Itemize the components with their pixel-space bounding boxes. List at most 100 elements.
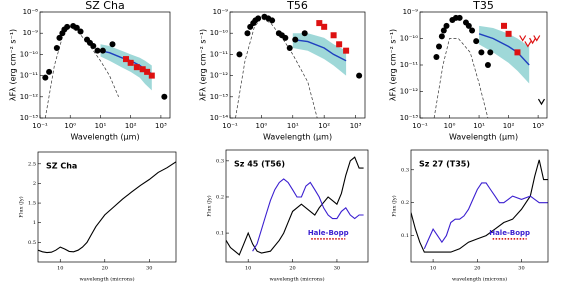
data-square <box>501 22 508 29</box>
panel: 10 20 30 0.1 0.2 0.3 Sz 27 (T35) wavelength (mi… <box>391 149 549 283</box>
data-point <box>56 34 63 41</box>
data-square <box>144 68 151 75</box>
y-axis-label: Flux (Jy) <box>206 195 213 216</box>
y-tick-label: 10⁻¹¹ <box>20 72 38 80</box>
data-point <box>438 33 445 40</box>
x-axis-label: wavelength (microns) <box>269 276 324 283</box>
y-tick-label: 10⁻⁹ <box>213 8 229 16</box>
y-tick-label: 2.5 <box>28 161 36 167</box>
chart-title: Sz 45 (T56) <box>234 160 285 169</box>
x-axis-label: Wavelength (μm) <box>70 133 139 142</box>
x-tick-label: 10³ <box>155 122 167 130</box>
x-tick-label: 10⁰ <box>444 122 456 130</box>
plot-frame <box>419 11 548 119</box>
data-point <box>484 62 491 68</box>
y-tick-label: 0.3 <box>401 167 409 173</box>
plot-frame <box>39 11 171 119</box>
y-tick-label: 10⁻⁸ <box>23 8 39 16</box>
panel: 10 20 30 0.1 0.2 0.3 Sz 45 (T56) wavelength (mi… <box>206 149 369 283</box>
y-axis-label: λFλ (erg cm⁻² s⁻¹) <box>9 29 18 101</box>
plot-frame <box>229 11 366 119</box>
data-point <box>269 17 276 24</box>
uncertainty-band <box>100 44 152 91</box>
y-tick-label: 10⁻¹² <box>210 72 228 80</box>
upper-limit <box>533 35 541 42</box>
data-point <box>478 49 485 56</box>
x-tick-label: 10⁻¹ <box>412 122 428 130</box>
y-tick-label: 0.3 <box>216 158 224 164</box>
x-axis-label: wavelength (microns) <box>452 276 507 283</box>
data-point <box>236 51 243 58</box>
data-point <box>46 68 53 75</box>
data-point <box>469 27 476 34</box>
y-tick-label: 0.2 <box>216 194 224 200</box>
y-tick-label: 10⁻¹⁰ <box>210 29 228 37</box>
annotation: Hale-Bopp <box>308 229 349 237</box>
chart-title: SZ Cha <box>85 0 124 12</box>
x-tick-label: 10³ <box>532 122 544 130</box>
data-square <box>514 49 521 56</box>
data-point <box>473 38 480 45</box>
data-point <box>77 28 84 35</box>
uncertainty-band <box>292 33 347 76</box>
upper-limit <box>537 98 545 106</box>
y-tick-label: 10⁻¹³ <box>20 114 38 122</box>
model-line <box>478 33 530 66</box>
model-line <box>411 159 548 253</box>
y-tick-label: 10⁻⁹ <box>403 8 419 16</box>
data-point <box>255 15 262 22</box>
data-point <box>301 30 308 37</box>
y-tick-label: 0.1 <box>401 233 409 239</box>
data-point <box>282 34 289 41</box>
y-tick-label: 0.1 <box>216 231 224 237</box>
panel: 10⁻¹ 10⁰ 10¹ 10² 10³ 10⁻¹³ 10⁻¹² 10⁻¹¹ 10⁻¹⁰ 10⁻⁹… <box>389 0 548 142</box>
panel: 10⁻¹ 10⁰ 10¹ 10² 10³ 10⁻¹³ 10⁻¹² 10⁻¹¹ 10⁻¹⁰ 10⁻⁹… <box>9 0 171 142</box>
x-tick-label: 10² <box>318 122 330 130</box>
data-square <box>321 23 328 30</box>
y-tick-label: 10⁻¹⁴ <box>210 114 228 122</box>
x-tick-label: 10¹ <box>287 122 299 130</box>
y-tick-label: 10⁻⁹ <box>23 29 39 37</box>
y-tick-label: 1.5 <box>28 201 36 207</box>
x-tick-label: 20 <box>289 266 295 272</box>
y-axis-label: λFλ (erg cm⁻² s⁻¹) <box>389 29 398 101</box>
x-tick-label: 10⁰ <box>256 122 268 130</box>
data-square <box>148 72 155 79</box>
y-axis-label: λFλ (erg cm⁻² s⁻¹) <box>199 29 208 101</box>
data-point <box>356 72 363 79</box>
x-tick-label: 30 <box>334 266 340 272</box>
x-tick-label: 10⁻¹ <box>32 122 48 130</box>
y-tick-label: 10⁻¹¹ <box>210 50 228 58</box>
y-tick-label: 0.2 <box>401 200 409 206</box>
data-point <box>64 23 71 30</box>
plot-area <box>411 159 548 253</box>
panel: 10⁻¹ 10⁰ 10¹ 10² 10³ 10⁻¹⁴ 10⁻¹³ 10⁻¹² 10⁻¹¹ 10⁻¹… <box>199 0 366 142</box>
x-axis-label: Wavelength (μm) <box>263 133 332 142</box>
photosphere-line <box>44 26 119 118</box>
y-tick-label: 10⁻¹³ <box>400 114 418 122</box>
data-square <box>505 30 512 37</box>
plot-area <box>38 161 176 254</box>
data-point <box>99 47 106 54</box>
x-tick-label: 20 <box>474 266 480 272</box>
x-tick-label: 10³ <box>350 122 362 130</box>
plot-area <box>235 17 347 118</box>
y-axis-label: Flux (Jy) <box>391 195 398 216</box>
model-line <box>423 182 548 250</box>
plot-frame <box>225 149 369 263</box>
annotation: Hale-Bopp <box>489 229 530 237</box>
data-point <box>94 47 101 54</box>
x-tick-label: 30 <box>146 266 152 272</box>
x-tick-label: 10¹ <box>473 122 485 130</box>
data-square <box>330 32 337 39</box>
x-tick-label: 10¹ <box>95 122 107 130</box>
data-point <box>456 14 463 21</box>
plot-area <box>226 156 364 256</box>
data-square <box>316 20 323 27</box>
x-tick-label: 20 <box>102 266 108 272</box>
data-point <box>244 30 251 37</box>
y-tick-label: 10⁻¹⁰ <box>400 35 418 43</box>
data-point <box>440 27 447 34</box>
data-square <box>336 41 343 48</box>
y-tick-label: 10⁻¹² <box>20 93 38 101</box>
